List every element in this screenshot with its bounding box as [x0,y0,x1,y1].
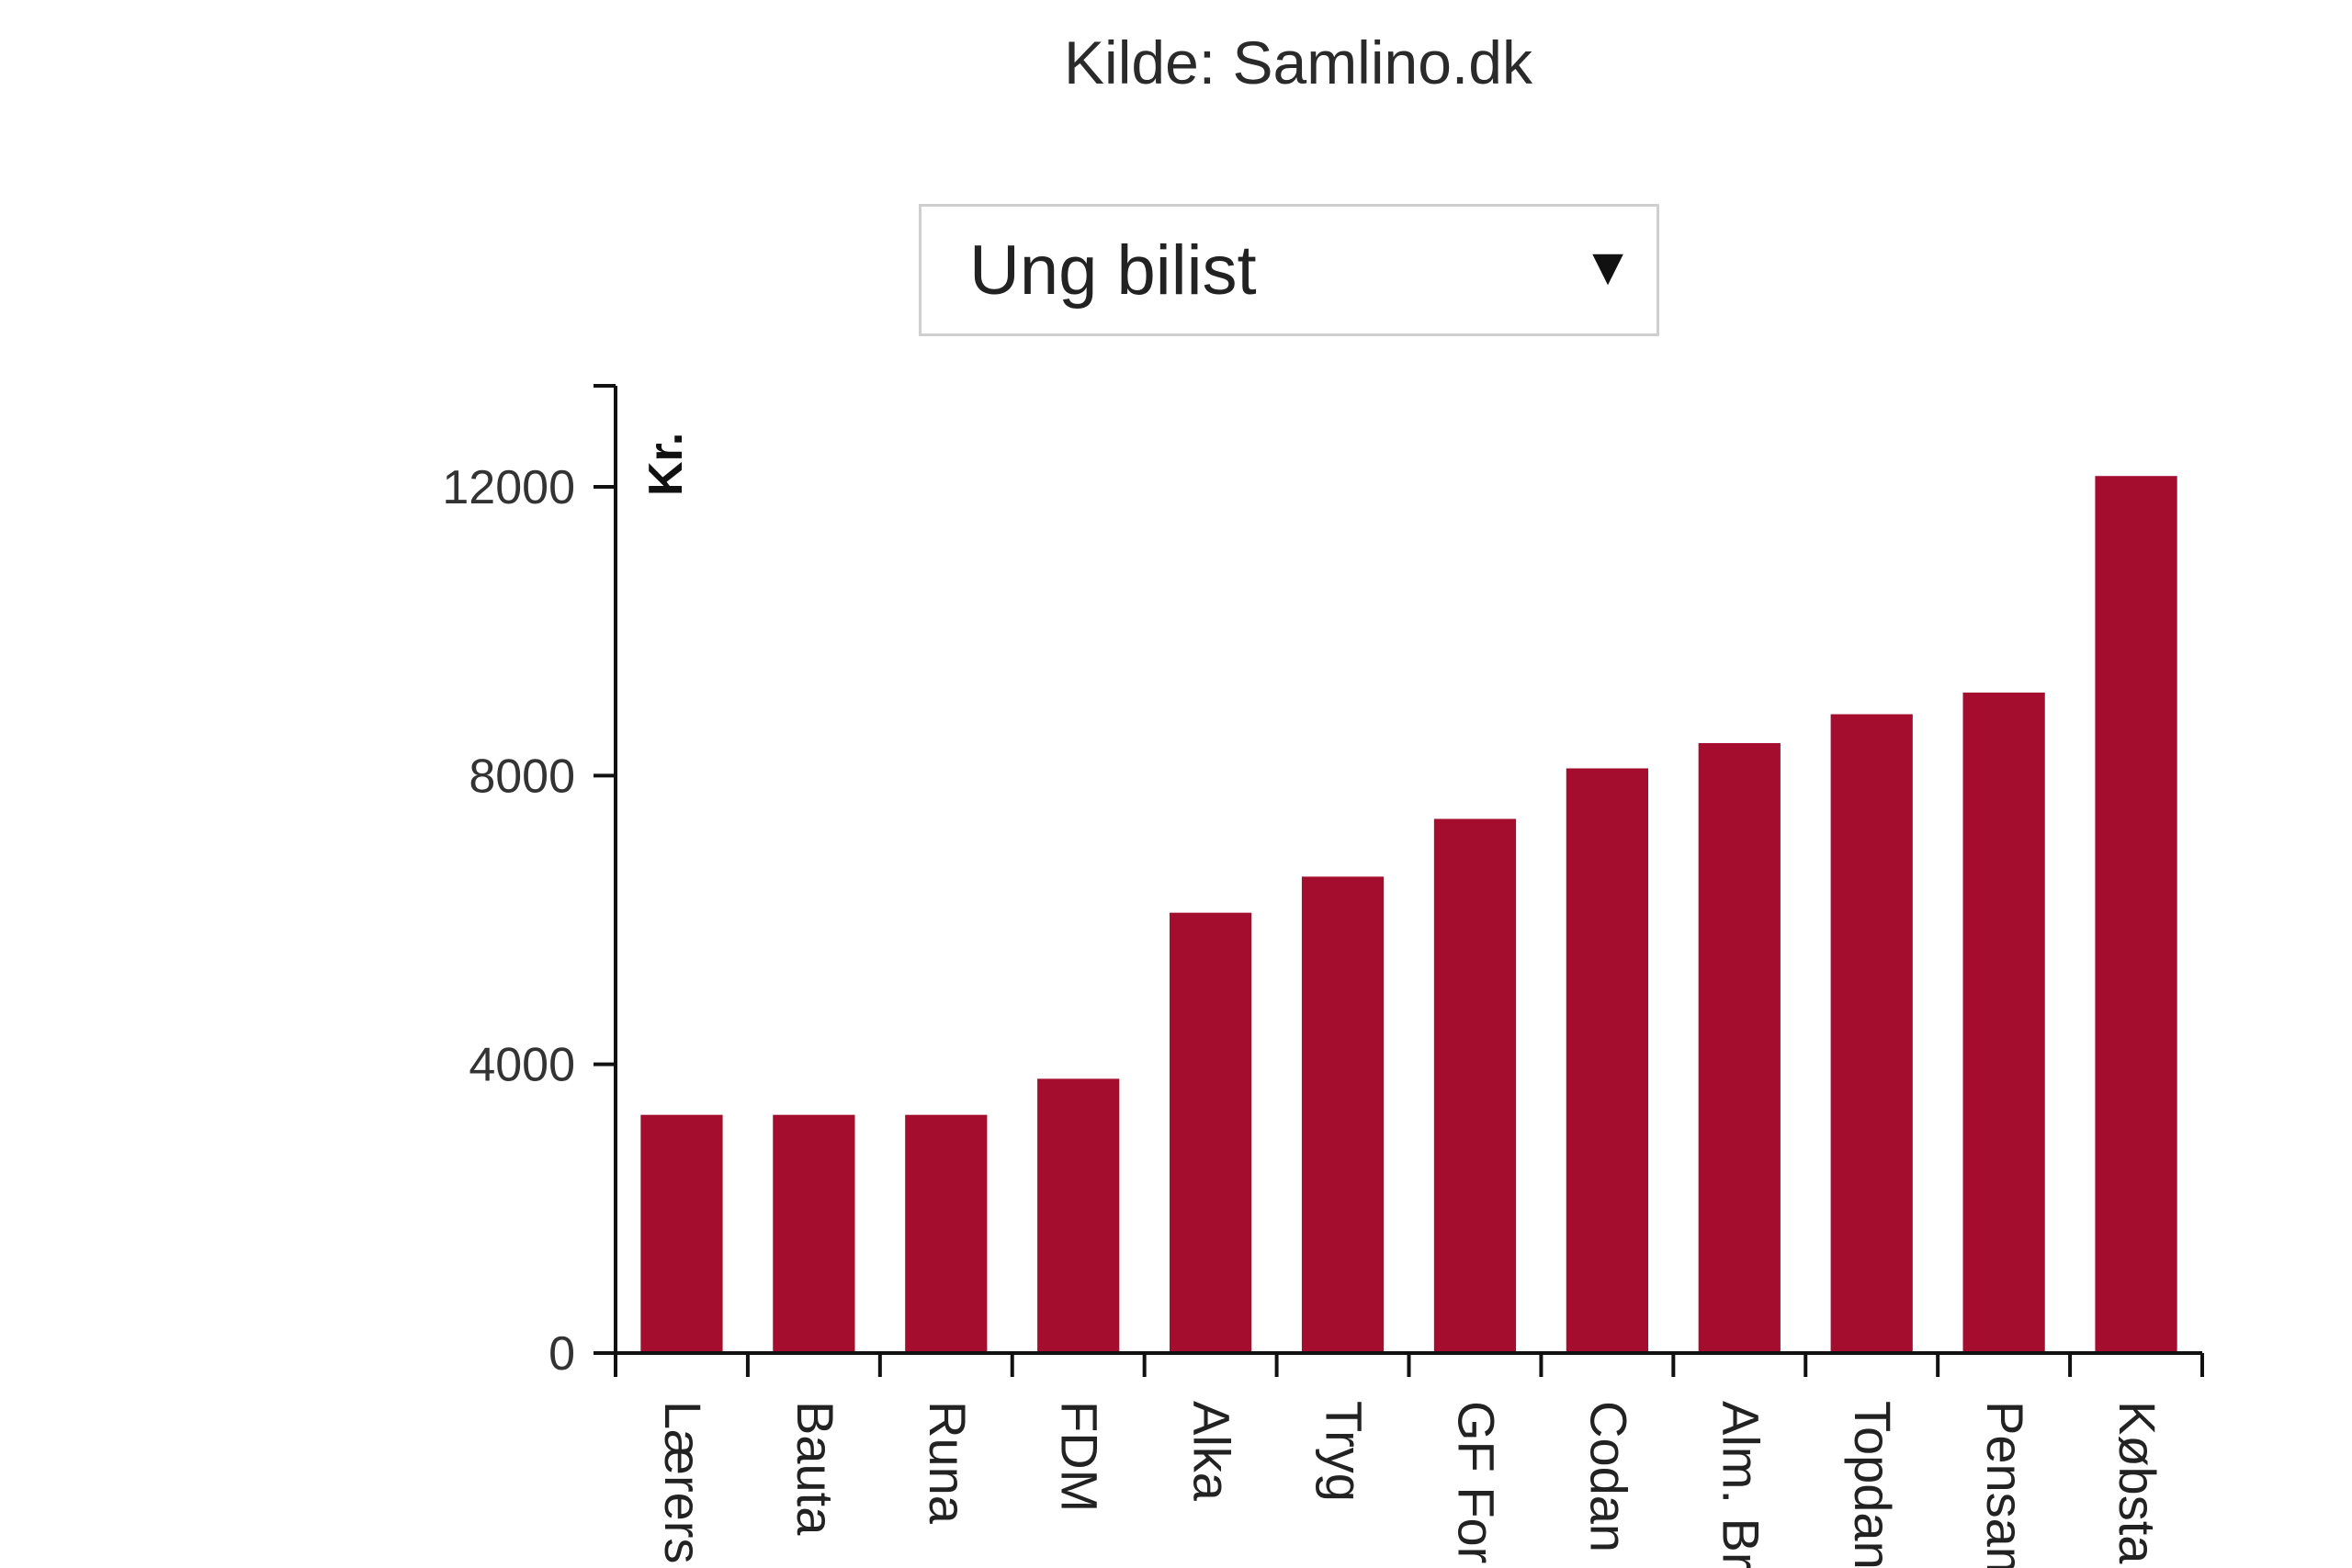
x-tick-label: Runa [919,1401,977,1525]
x-axis: Lærers Bauta Runa FDM Alka Tryg GF For Codan Alm… [614,1351,2204,1568]
bar [1962,692,2045,1353]
x-tick-label: Alm. Br [1712,1401,1770,1568]
bar [1566,768,1648,1353]
bar [1301,876,1385,1353]
x-tick-label: Alka [1183,1401,1241,1502]
bar [773,1114,855,1353]
bar [1698,742,1781,1353]
x-tick-label: GF For [1447,1401,1505,1563]
bar [1830,714,1913,1353]
profile-select-value: Ung bilist [969,231,1257,310]
x-tick-label: FDM [1051,1401,1109,1512]
bar [1433,818,1517,1353]
x-tick-label: Bauta [786,1401,844,1536]
y-axis-label: Kr. [639,433,693,496]
triangle-down-icon: ▼ [1592,243,1623,290]
y-tick-label: 12000 [442,461,575,514]
x-tick-label: Lærers [654,1401,712,1563]
x-tick-label: Pensam [1976,1401,2034,1568]
x-tick-label: Købsta [2109,1401,2166,1564]
bar [905,1114,988,1353]
x-tick-label: Codan [1579,1401,1637,1552]
bar [2095,476,2177,1353]
bar [1170,912,1252,1353]
y-tick-label: 8000 [469,750,575,803]
y-tick-label: 0 [548,1327,575,1381]
profile-select[interactable]: Ung bilist ▼ [919,204,1659,336]
x-tick-label: Topdan [1844,1401,1902,1568]
y-axis: 0 4000 8000 12000 [442,384,617,1381]
bar [1037,1078,1120,1353]
source-caption: Kilde: Samlino.dk [1064,28,1532,96]
bar [640,1114,723,1353]
x-tick-label: Tryg [1316,1401,1374,1502]
bars [640,476,2177,1353]
y-tick-label: 4000 [469,1039,575,1092]
